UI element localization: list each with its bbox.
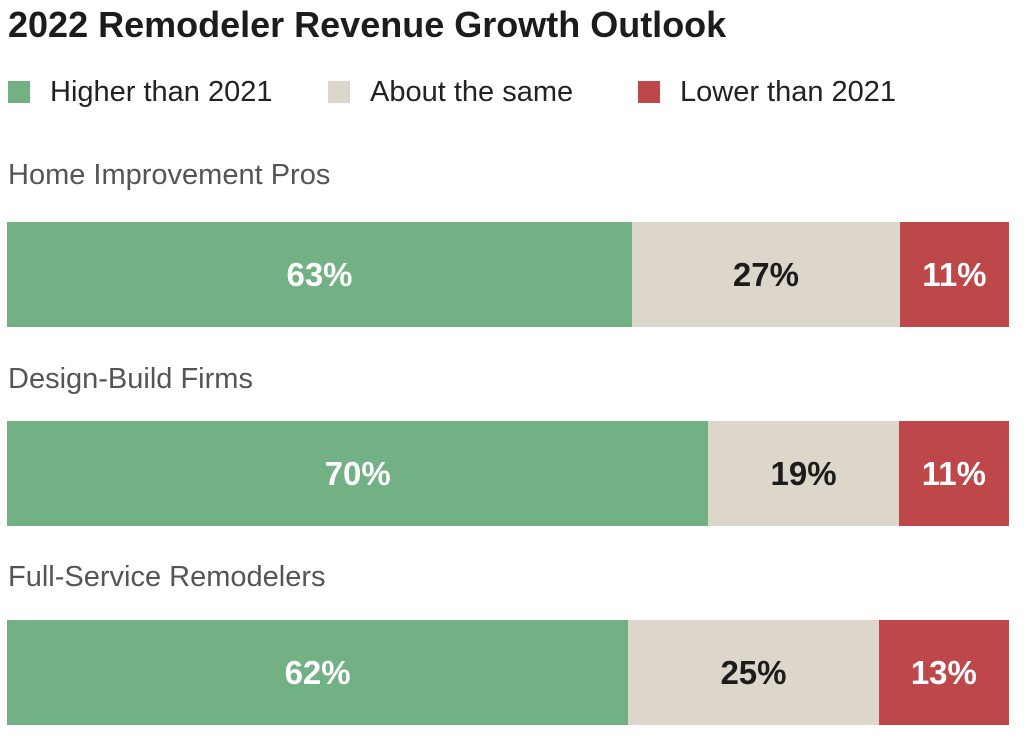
category-label: Home Improvement Pros <box>8 159 331 191</box>
category-label: Full-Service Remodelers <box>8 561 326 593</box>
data-label-higher: 63% <box>286 255 353 293</box>
bar-segment-lower: 11% <box>898 421 1009 526</box>
category-label: Design-Build Firms <box>8 363 253 395</box>
data-label-higher: 70% <box>324 454 391 492</box>
bar-segment-same: 19% <box>708 421 899 526</box>
bar-segment-higher: 63% <box>7 222 632 327</box>
bar-segment-lower: 11% <box>899 222 1009 327</box>
data-label-lower: 11% <box>922 255 987 293</box>
data-label-same: 27% <box>732 255 799 293</box>
stacked-bar: 62% 25% 13% <box>7 620 1009 725</box>
bar-segment-same: 27% <box>632 222 900 327</box>
bar-segment-higher: 62% <box>7 620 629 725</box>
legend-item-lower: Lower than 2021 <box>638 74 896 110</box>
legend-swatch-lower <box>638 81 660 103</box>
chart-title: 2022 Remodeler Revenue Growth Outlook <box>8 4 727 45</box>
legend-label-higher: Higher than 2021 <box>50 75 273 108</box>
legend-item-same: About the same <box>328 74 573 110</box>
data-label-lower: 13% <box>910 653 977 691</box>
bar-segment-same: 25% <box>628 620 879 725</box>
legend-swatch-higher <box>8 81 30 103</box>
data-label-lower: 11% <box>921 454 986 492</box>
legend-label-lower: Lower than 2021 <box>680 75 897 108</box>
data-label-same: 19% <box>770 454 837 492</box>
stacked-bar: 70% 19% 11% <box>7 421 1009 526</box>
legend-swatch-same <box>328 81 350 103</box>
legend-label-same: About the same <box>370 75 574 108</box>
bar-segment-higher: 70% <box>7 421 709 526</box>
data-label-higher: 62% <box>284 653 351 691</box>
bar-segment-lower: 13% <box>878 620 1009 725</box>
legend-item-higher: Higher than 2021 <box>8 74 273 110</box>
stacked-bar: 63% 27% 11% <box>7 222 1009 327</box>
data-label-same: 25% <box>720 653 787 691</box>
